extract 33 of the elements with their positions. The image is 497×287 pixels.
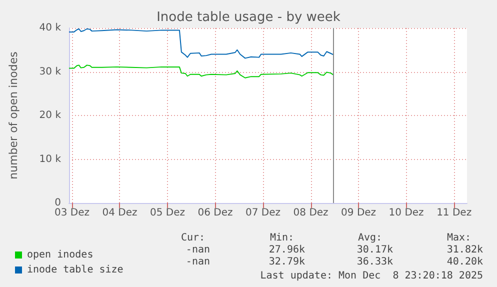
x-tick-label: 10 Dez <box>388 208 424 218</box>
x-tick-label: 08 Dez <box>293 208 328 218</box>
text: -nan <box>186 256 210 268</box>
line-series <box>68 28 334 59</box>
text: 27.96k <box>268 244 305 256</box>
y-tick-label: 0 <box>54 198 61 208</box>
text: Cur: <box>181 232 206 244</box>
x-tick-label: 03 Dez <box>54 208 90 218</box>
text: -nan <box>186 244 210 256</box>
text: 40.20k <box>446 256 483 268</box>
text: 31.82k <box>446 244 483 256</box>
y-tick-label: 40 k <box>39 22 62 34</box>
text: 32.79k <box>268 256 305 268</box>
line-series <box>68 64 334 78</box>
text: Max: <box>447 232 472 244</box>
text: Avg: <box>358 232 382 244</box>
x-tick-label: 07 Dez <box>246 208 281 218</box>
y-tick-label: 20 k <box>39 110 62 121</box>
text: Min: <box>270 232 294 244</box>
x-tick-label: 06 Dez <box>198 208 233 218</box>
x-tick-label: 05 Dez <box>150 208 186 218</box>
legend-label: open inodes <box>27 250 94 260</box>
text: Last update: Mon Dec 8 23:20:18 2025 <box>260 270 484 282</box>
x-tick-label: 11 Dez <box>436 208 472 218</box>
text: 36.33k <box>356 256 393 268</box>
x-tick-label: 09 Dez <box>341 208 376 218</box>
chart-title: Inode table usage - by week <box>156 10 341 25</box>
x-tick-label: 04 Dez <box>102 208 138 218</box>
legend-label: inode table size <box>27 264 124 276</box>
y-tick-label: 30 k <box>39 66 62 78</box>
y-axis-title: number of open inodes <box>7 51 20 180</box>
text: 30.17k <box>356 244 393 256</box>
y-tick-label: 10 k <box>39 154 62 165</box>
